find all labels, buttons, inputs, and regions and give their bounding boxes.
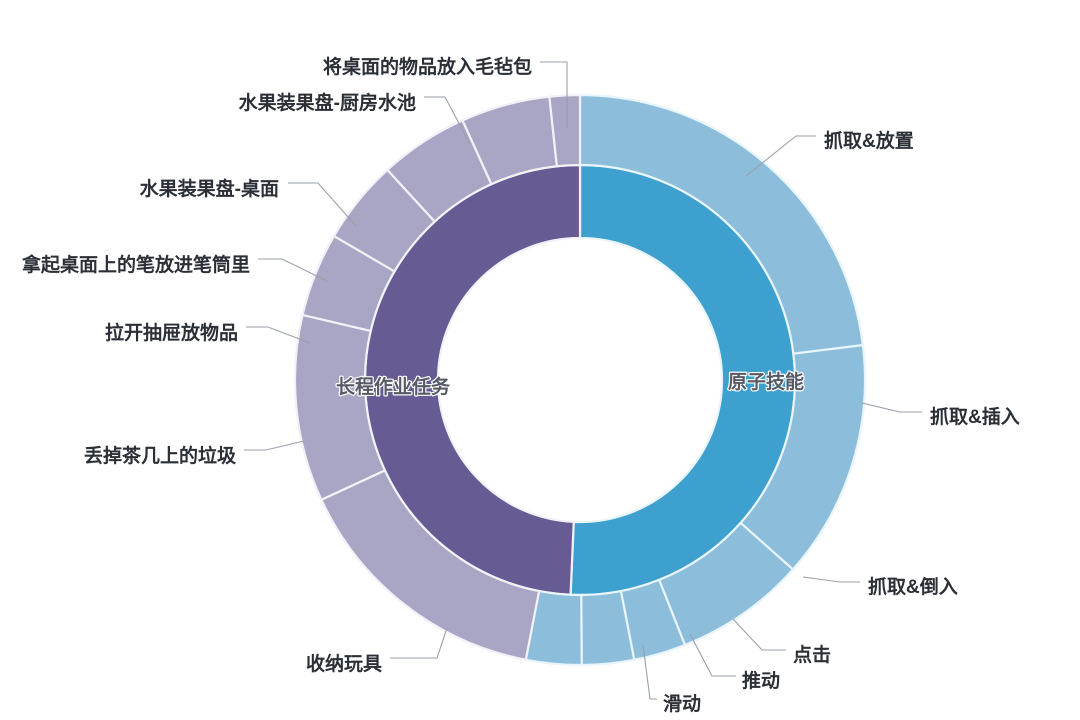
callout-fruit-plate-sink[interactable]: 水果装果盘-厨房水池 [239, 91, 416, 114]
callout-slide[interactable]: 滑动 [663, 693, 701, 715]
callout-pen-holder[interactable]: 拿起桌面上的笔放进笔筒里 [21, 253, 250, 276]
leader-line [861, 402, 922, 413]
outer-ring [293, 93, 867, 667]
leader-line [246, 326, 311, 344]
leader-line [802, 576, 860, 583]
callout-click[interactable]: 点击 [793, 644, 831, 666]
leader-line [424, 96, 471, 145]
leader-line [244, 440, 305, 451]
leader-lines [244, 61, 922, 700]
leader-line [288, 182, 357, 227]
leader-line [540, 61, 568, 128]
leader-line [390, 627, 448, 659]
leader-line [689, 633, 736, 677]
callout-felt-bag[interactable]: 将桌面的物品放入毛毡包 [323, 55, 532, 78]
inner-label-atomic-skill[interactable]: 原子技能 [727, 369, 805, 394]
outer-ring-segment[interactable] [548, 93, 582, 168]
callout-grasp-pour[interactable]: 抓取&倒入 [868, 575, 958, 598]
callout-open-drawer[interactable]: 拉开抽屉放物品 [105, 321, 238, 344]
callout-store-toys[interactable]: 收纳玩具 [306, 652, 382, 675]
callout-grasp-place[interactable]: 抓取&放置 [824, 129, 914, 152]
leader-line [732, 618, 786, 651]
callout-push[interactable]: 推动 [742, 669, 780, 692]
inner-ring-labels: 原子技能 长程作业任务 [335, 369, 805, 399]
leader-line [258, 258, 328, 282]
inner-label-long-horizon-task[interactable]: 长程作业任务 [335, 374, 452, 399]
callout-throw-trash[interactable]: 丢掉茶几上的垃圾 [84, 444, 237, 467]
leader-line [745, 135, 816, 177]
leader-line [642, 644, 657, 700]
callout-grasp-insert[interactable]: 抓取&插入 [930, 405, 1020, 428]
callout-fruit-plate-desk[interactable]: 水果装果盘-桌面 [140, 177, 279, 200]
